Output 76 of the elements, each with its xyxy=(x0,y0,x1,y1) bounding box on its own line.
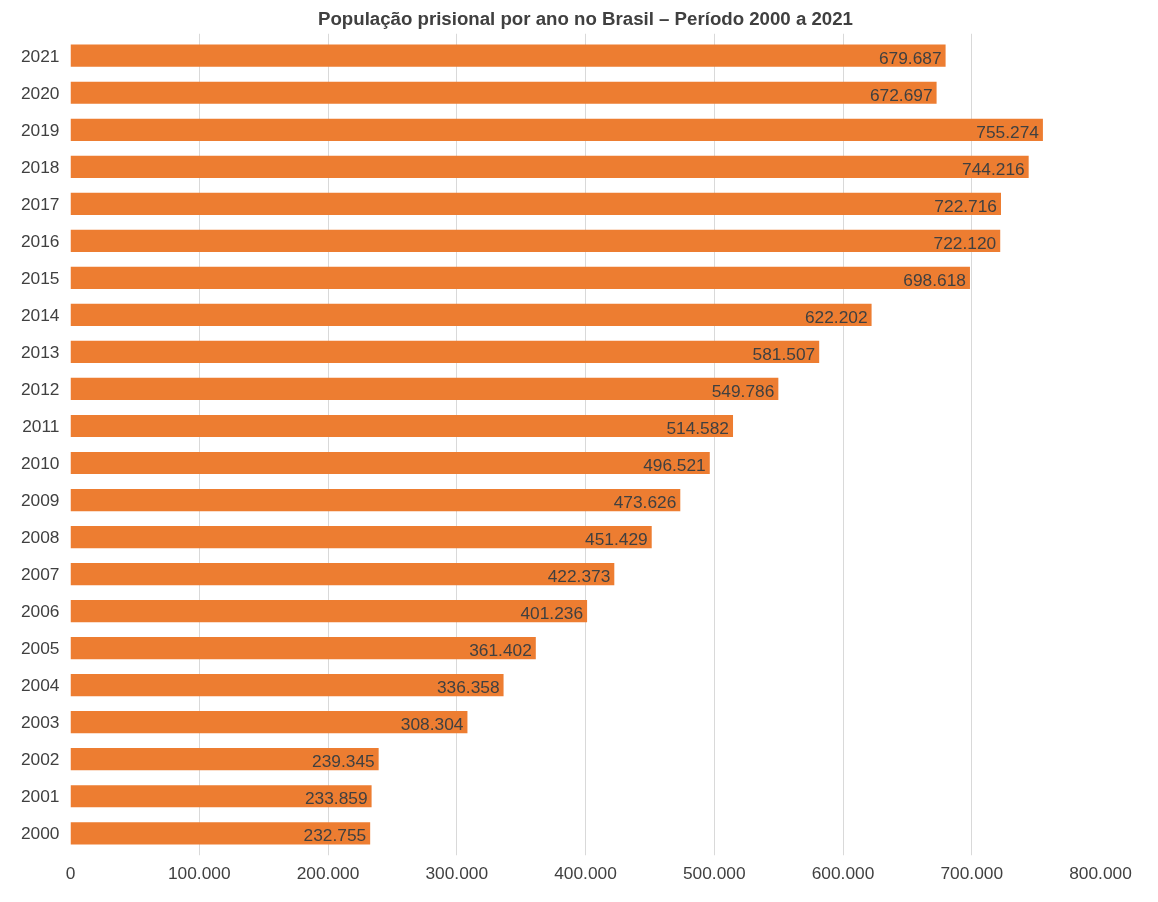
x-tick-label: 700.000 xyxy=(940,862,1004,883)
bar xyxy=(70,822,371,845)
y-tick-label: 2007 xyxy=(20,564,60,585)
data-label: 308.304 xyxy=(400,714,464,735)
y-tick-label: 2018 xyxy=(20,156,60,177)
bar xyxy=(70,192,1001,215)
bar xyxy=(70,600,588,623)
chart-title: População prisional por ano no Brasil – Período 2000 a 2021 xyxy=(318,7,853,29)
data-label: 722.120 xyxy=(933,232,997,253)
bar xyxy=(70,266,970,289)
data-label: 239.345 xyxy=(312,751,375,772)
y-tick-label: 2011 xyxy=(22,415,60,436)
x-tick-label: 100.000 xyxy=(167,862,231,883)
bar xyxy=(70,451,710,475)
x-tick-label: 300.000 xyxy=(425,862,489,883)
data-label: 672.697 xyxy=(869,84,933,105)
data-label: 451.429 xyxy=(585,529,648,550)
bar xyxy=(70,229,1001,252)
y-tick-label: 2017 xyxy=(20,193,60,214)
bar xyxy=(70,118,1043,141)
data-label: 755.274 xyxy=(976,121,1040,142)
bar xyxy=(70,44,946,67)
y-tick-label: 2015 xyxy=(20,267,60,288)
data-label: 679.687 xyxy=(878,47,942,68)
bar xyxy=(70,785,372,808)
data-label: 698.618 xyxy=(903,269,966,290)
data-label: 549.786 xyxy=(711,380,775,401)
bar xyxy=(70,488,681,512)
bar xyxy=(70,525,652,549)
x-tick-label: 0 xyxy=(65,862,76,883)
data-label: 233.859 xyxy=(304,788,368,809)
y-tick-label: 2003 xyxy=(20,712,60,733)
data-label: 514.582 xyxy=(666,417,730,438)
bar xyxy=(70,303,872,327)
x-tick-label: 600.000 xyxy=(811,862,875,883)
bar xyxy=(70,155,1029,178)
y-tick-label: 2002 xyxy=(20,749,60,770)
y-tick-label: 2010 xyxy=(20,453,60,474)
data-label: 232.755 xyxy=(303,825,367,846)
data-label: 622.202 xyxy=(804,306,868,327)
bar xyxy=(70,562,615,586)
y-tick-label: 2000 xyxy=(20,823,60,844)
y-tick-label: 2005 xyxy=(20,638,60,659)
y-tick-label: 2021 xyxy=(20,45,60,66)
data-label: 744.216 xyxy=(962,158,1025,179)
y-tick-label: 2006 xyxy=(20,601,60,622)
data-label: 496.521 xyxy=(643,455,706,476)
y-tick-label: 2019 xyxy=(20,119,60,140)
bar xyxy=(70,674,504,697)
data-label: 581.507 xyxy=(752,343,816,364)
data-label: 336.358 xyxy=(436,677,500,698)
y-tick-label: 2004 xyxy=(20,675,60,696)
bar xyxy=(70,81,937,104)
data-label: 722.716 xyxy=(934,195,997,216)
y-tick-label: 2009 xyxy=(20,490,60,511)
y-tick-label: 2020 xyxy=(20,82,60,103)
x-tick-label: 500.000 xyxy=(682,862,746,883)
y-tick-label: 2008 xyxy=(20,527,60,548)
x-tick-label: 800.000 xyxy=(1069,862,1132,883)
y-tick-label: 2012 xyxy=(20,378,60,399)
y-tick-label: 2013 xyxy=(20,341,60,362)
data-label: 422.373 xyxy=(547,566,611,587)
bar xyxy=(70,340,820,364)
bar xyxy=(70,377,779,401)
x-tick-label: 400.000 xyxy=(554,862,617,883)
data-label: 473.626 xyxy=(613,492,677,513)
y-tick-label: 2014 xyxy=(20,304,60,325)
data-label: 361.402 xyxy=(469,640,532,661)
data-label: 401.236 xyxy=(520,603,584,624)
bar xyxy=(70,711,468,734)
y-tick-label: 2016 xyxy=(20,230,60,251)
y-tick-label: 2001 xyxy=(20,786,60,807)
bar xyxy=(70,748,379,771)
x-tick-label: 200.000 xyxy=(296,862,360,883)
bar xyxy=(70,414,734,438)
bar xyxy=(70,637,536,660)
